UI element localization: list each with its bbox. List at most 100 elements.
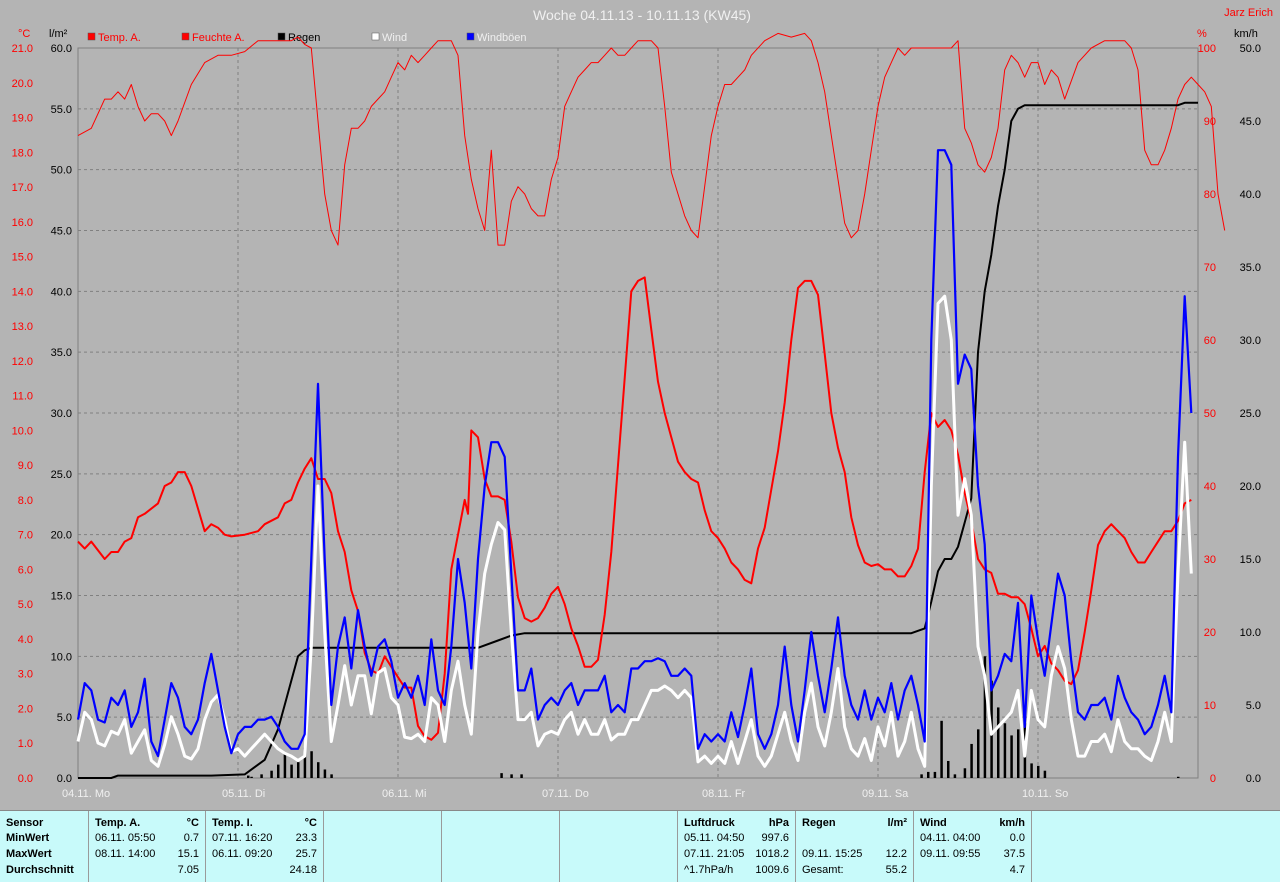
legend-label: Temp. A. (98, 32, 141, 44)
temp-i-max-value: 25.7 (295, 848, 317, 860)
wind-tick-label: 10.0 (1240, 627, 1261, 639)
rain-bar (1177, 776, 1180, 778)
temp-tick-label: 10.0 (12, 425, 33, 437)
day-labels: 04.11. Mo 05.11. Di 06.11. Mi 07.11. Do 08.1… (62, 788, 1068, 800)
temp-tick-label: 5.0 (18, 599, 33, 611)
rain-unit: l/m² (887, 817, 907, 829)
temp-tick-label: 19.0 (12, 113, 33, 125)
wind-max-value: 37.5 (1003, 848, 1025, 860)
rain-bar (997, 707, 1000, 778)
temp-i-max-time: 06.11. 09:20 (212, 848, 273, 860)
wind-tick-label: 25.0 (1240, 408, 1261, 420)
legend-swatch (87, 32, 96, 41)
rain-tick-label: 5.0 (57, 712, 72, 724)
pressure-trend: ^1.7hPa/h (684, 864, 734, 876)
rain-total-value: 55.2 (885, 864, 907, 876)
temp-a-column: Temp. A. °C 06.11. 05:50 0.7 08.11. 14:0… (89, 811, 206, 882)
day-label: 10.11. So (1022, 788, 1068, 800)
rain-bar (330, 774, 333, 778)
temp-tick-label: 4.0 (18, 634, 33, 646)
humidity-tick-label: 10 (1204, 700, 1216, 712)
rain-unit-label: l/m² (49, 28, 68, 40)
wind-tick-label: 0.0 (1246, 773, 1261, 785)
temp-axis: 0.0 1.0 2.0 3.0 4.0 5.0 6.0 7.0 8.0 9.0 10.0 11.0 12… (12, 43, 33, 785)
rain-total-label: Gesamt: (802, 864, 844, 876)
rain-bar (303, 747, 307, 778)
temp-i-label: Temp. I. (212, 817, 253, 829)
temp-unit-label: °C (18, 28, 30, 40)
legend-swatch (371, 32, 380, 41)
temp-a-min-time: 06.11. 05:50 (95, 832, 156, 844)
temp-tick-label: 8.0 (18, 495, 33, 507)
temp-tick-label: 13.0 (12, 321, 33, 333)
humidity-tick-label: 30 (1204, 554, 1216, 566)
temp-a-average: 7.05 (177, 864, 199, 876)
wind-unit-label: km/h (1234, 28, 1258, 40)
wind-tick-label: 30.0 (1240, 335, 1261, 347)
humidity-tick-label: 20 (1204, 627, 1216, 639)
rain-bar (1003, 723, 1007, 778)
rain-tick-label: 25.0 (51, 469, 72, 481)
rain-tick-label: 15.0 (51, 591, 72, 603)
humidity-tick-label: 60 (1204, 335, 1216, 347)
humidity-tick-label: 80 (1204, 189, 1216, 201)
day-label: 08.11. Fr (702, 788, 746, 800)
rain-tick-label: 40.0 (51, 286, 72, 298)
rain-bar (247, 775, 250, 778)
temp-tick-label: 1.0 (18, 738, 33, 750)
wind-unit: km/h (999, 817, 1025, 829)
temp-a-unit: °C (186, 817, 199, 829)
rain-bar (977, 729, 980, 778)
wind-min-time: 04.11. 04:00 (920, 832, 981, 844)
temp-i-column: Temp. I. °C 07.11. 16:20 23.3 06.11. 09:… (206, 811, 324, 882)
rain-bar (970, 743, 973, 778)
temp-a-min-value: 0.7 (183, 832, 199, 844)
wind-label: Wind (920, 817, 947, 829)
series-line-regen (78, 101, 1198, 779)
day-label: 04.11. Mo (62, 788, 110, 800)
rain-axis: 0.0 5.0 10.0 15.0 20.0 25.0 30.0 35.0 40.0 45.0 50… (51, 43, 72, 785)
rain-bar (297, 762, 300, 778)
rain-column: Regen l/m² 09.11. 15:25 12.2 Gesamt: 55.… (796, 811, 914, 882)
wind-min-value: 0.0 (1009, 832, 1025, 844)
humidity-tick-label: 70 (1204, 262, 1216, 274)
temp-i-unit: °C (304, 817, 317, 829)
temp-a-max-time: 08.11. 14:00 (95, 848, 156, 860)
rain-tick-label: 60.0 (51, 43, 72, 55)
wind-tick-label: 45.0 (1240, 116, 1261, 128)
rain-bar (953, 774, 957, 778)
humidity-tick-label: 0 (1210, 773, 1216, 785)
pressure-column: Luftdruck hPa 05.11. 04:50 997.6 07.11. … (678, 811, 796, 882)
wind-average: 4.7 (1009, 864, 1025, 876)
legend-swatch (466, 32, 475, 41)
rain-bar (510, 774, 513, 778)
rain-bar (927, 771, 930, 778)
wind-column: Wind km/h 04.11. 04:00 0.0 09.11. 09:55 … (914, 811, 1032, 882)
temp-tick-label: 2.0 (18, 703, 33, 715)
rain-bar (963, 768, 967, 778)
legend: Temp. A. Feuchte A. Regen Wind Windböen (87, 32, 527, 44)
rain-bar (277, 764, 280, 778)
humidity-tick-label: 100 (1198, 43, 1216, 55)
rain-bar (290, 764, 293, 778)
rain-bar (920, 774, 923, 778)
legend-swatch (181, 32, 190, 41)
rain-bar (250, 776, 253, 778)
temp-tick-label: 11.0 (12, 391, 33, 403)
rain-tick-label: 20.0 (51, 530, 72, 542)
author-label: Jarz Erich (1224, 7, 1273, 19)
rain-bar (1017, 729, 1020, 778)
rain-bar (260, 774, 263, 778)
series-line-temp-a (77, 276, 1192, 741)
rain-bar (1010, 735, 1013, 778)
temp-tick-label: 12.0 (12, 356, 33, 368)
temp-a-max-value: 15.1 (177, 848, 199, 860)
rain-tick-label: 30.0 (51, 408, 72, 420)
rain-bar (1037, 765, 1040, 778)
series-lines (76, 32, 1226, 779)
temp-tick-label: 6.0 (18, 564, 33, 576)
legend-label: Windböen (477, 32, 527, 44)
rain-bar (1043, 770, 1047, 778)
temp-tick-label: 15.0 (12, 252, 33, 264)
